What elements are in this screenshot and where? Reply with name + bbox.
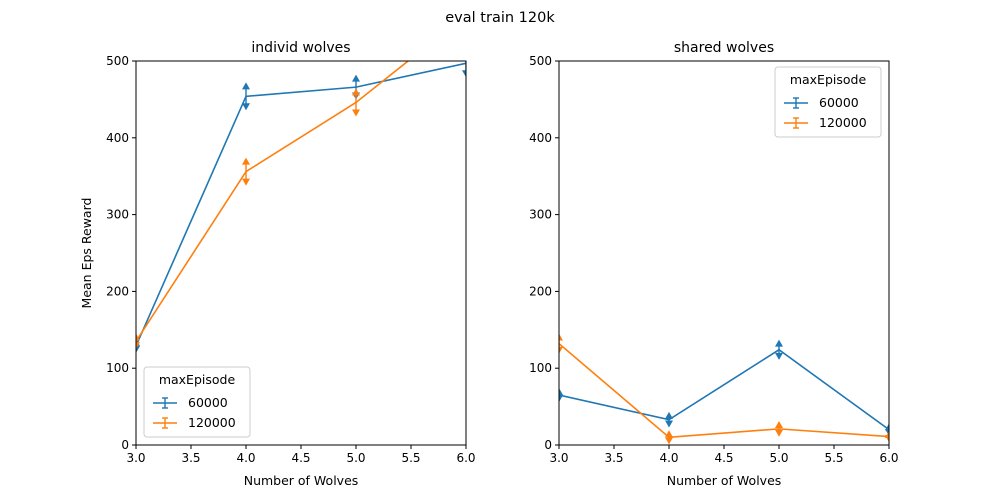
legend-label: 120000 (819, 115, 867, 130)
x-tick-label: 3.0 (126, 451, 145, 465)
y-tick-label: 300 (106, 208, 129, 222)
x-axis-label: Number of Wolves (244, 473, 359, 488)
error-cap-upper (559, 388, 563, 396)
legend-title: maxEpisode (790, 72, 867, 87)
legend-label: 60000 (188, 395, 228, 410)
error-cap-upper (775, 339, 783, 347)
y-tick-label: 0 (544, 438, 552, 452)
legend: maxEpisode 60000 120000 (774, 66, 882, 138)
y-tick-label: 400 (529, 131, 552, 145)
error-cap-lower (559, 346, 563, 354)
error-cap-lower (242, 178, 250, 186)
error-cap-upper (665, 430, 673, 438)
subplot-title: individ wolves (251, 40, 350, 56)
error-cap-lower (775, 429, 783, 437)
error-cap-lower (136, 342, 140, 350)
y-tick-label: 200 (106, 284, 129, 298)
error-cap-upper (885, 423, 889, 431)
error-cap-upper (352, 74, 360, 82)
error-cap-upper (136, 333, 140, 341)
x-tick-label: 5.5 (401, 451, 420, 465)
y-tick-label: 100 (106, 361, 129, 375)
error-cap-upper (352, 88, 360, 96)
series-line-60000 (559, 348, 889, 431)
y-tick-label: 200 (529, 284, 552, 298)
series-line-120000 (136, 61, 410, 342)
error-cap-upper (665, 411, 673, 419)
series-line-60000 (136, 62, 466, 347)
x-tick-label: 4.0 (659, 451, 678, 465)
error-cap-upper (242, 82, 250, 90)
x-axis-label: Number of Wolves (667, 473, 782, 488)
error-cap-upper (242, 157, 250, 165)
subplot-1: individ wolves 3.0 3.5 4.0 4.5 5.0 5.5 6.0 0 100 2… (79, 40, 476, 488)
y-tick-label: 100 (529, 361, 552, 375)
x-tick-label: 6.0 (456, 451, 475, 465)
y-tick-label: 0 (121, 438, 129, 452)
legend-title: maxEpisode (159, 372, 236, 387)
figure-suptitle: eval train 120k (445, 10, 555, 26)
y-tick-label: 300 (529, 208, 552, 222)
error-cap-lower (665, 420, 673, 428)
x-tick-label: 4.0 (236, 451, 255, 465)
x-tick-label: 4.5 (714, 451, 733, 465)
y-axis-label: Mean Eps Reward (79, 198, 94, 309)
x-tick-label: 4.5 (291, 451, 310, 465)
error-cap-lower (462, 70, 466, 78)
y-tick-label: 400 (106, 131, 129, 145)
error-cap-lower (242, 103, 250, 111)
subplot-2: shared wolves 3.0 3.5 4.0 4.5 5.0 5.5 6.0 0 100 20… (529, 40, 898, 488)
x-tick-label: 5.0 (769, 451, 788, 465)
axes-frame (558, 60, 890, 446)
error-cap-lower (136, 346, 140, 353)
x-tick-label: 3.5 (604, 451, 623, 465)
x-tick-label: 3.0 (549, 451, 568, 465)
error-cap-upper (775, 421, 783, 429)
plot-area (136, 61, 466, 353)
legend-label: 60000 (819, 95, 859, 110)
x-tick-label: 5.0 (346, 451, 365, 465)
x-tick-label: 6.0 (879, 451, 898, 465)
subplot-title: shared wolves (674, 40, 774, 56)
error-cap-upper (559, 333, 563, 341)
legend-label: 120000 (188, 415, 236, 430)
error-cap-lower (352, 109, 360, 117)
legend-box (774, 66, 882, 138)
error-cap-lower (775, 352, 783, 360)
legend-box (143, 366, 251, 438)
series-line-120000 (559, 343, 889, 439)
plot-area (559, 333, 889, 445)
legend: maxEpisode 60000 120000 (143, 366, 251, 438)
axes-frame (135, 60, 467, 446)
x-tick-label: 5.5 (824, 451, 843, 465)
x-tick-label: 3.5 (181, 451, 200, 465)
error-cap-lower (885, 435, 889, 443)
y-tick-label: 500 (106, 54, 129, 68)
error-cap-lower (665, 437, 673, 445)
error-cap-lower (559, 395, 563, 403)
y-tick-label: 500 (529, 54, 552, 68)
